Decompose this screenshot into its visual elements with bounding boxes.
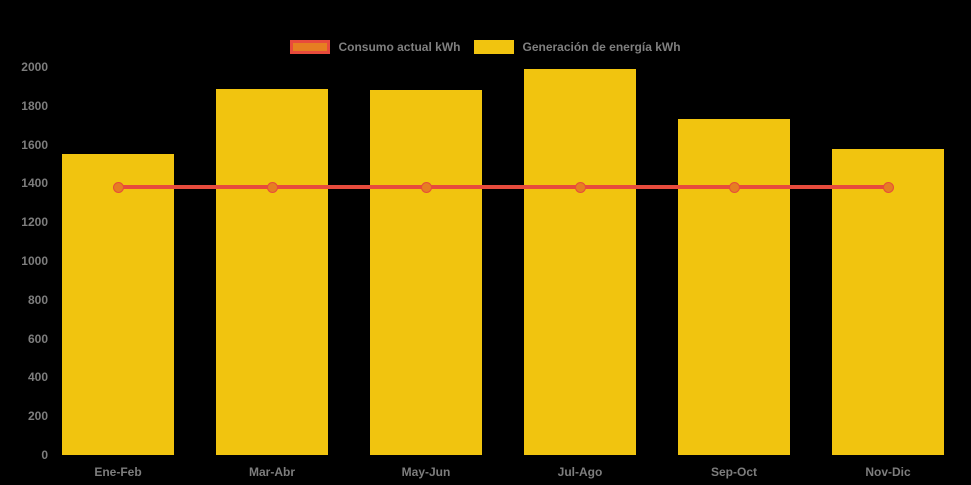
x-axis-label-Sep-Oct: Sep-Oct xyxy=(710,465,757,479)
y-axis-tick-label: 800 xyxy=(27,292,48,307)
consumo-point-Jul-Ago[interactable] xyxy=(574,181,586,193)
x-axis-label-Jul-Ago: Jul-Ago xyxy=(557,465,603,479)
bar-Sep-Oct[interactable] xyxy=(678,119,790,455)
consumo-point-Sep-Oct[interactable] xyxy=(728,181,740,193)
bar-Mar-Abr[interactable] xyxy=(216,89,328,455)
bar-May-Jun[interactable] xyxy=(370,90,482,455)
y-axis-tick-label: 200 xyxy=(27,409,48,424)
legend-label-generacion: Generación de energía kWh xyxy=(522,40,681,54)
legend-swatch-consumo-actual xyxy=(290,40,331,54)
legend-swatch-generacion xyxy=(474,40,515,54)
consumo-line xyxy=(118,185,888,190)
x-axis-label-Mar-Abr: Mar-Abr xyxy=(248,465,295,479)
bar-Ene-Feb[interactable] xyxy=(62,154,174,455)
y-axis-tick-label: 1800 xyxy=(21,98,48,113)
chart-legend: Consumo actual kWh Generación de energía… xyxy=(0,40,971,54)
y-axis-tick-label: 1400 xyxy=(21,176,48,191)
bar-Jul-Ago[interactable] xyxy=(524,68,636,455)
consumo-point-Nov-Dic[interactable] xyxy=(882,181,894,193)
consumo-point-May-Jun[interactable] xyxy=(420,181,432,193)
x-axis-label-May-Jun: May-Jun xyxy=(401,465,451,479)
x-axis-label-Ene-Feb: Ene-Feb xyxy=(94,465,142,479)
y-axis-tick-label: 1200 xyxy=(21,215,48,230)
y-axis-tick-label: 1600 xyxy=(21,137,48,152)
y-axis-tick-label: 400 xyxy=(27,370,48,385)
x-axis-label-Nov-Dic: Nov-Dic xyxy=(865,465,911,479)
legend-item-generacion[interactable]: Generación de energía kWh xyxy=(474,40,681,54)
y-axis-tick-label: 600 xyxy=(27,331,48,346)
y-axis-tick-label: 2000 xyxy=(21,60,48,74)
bar-Nov-Dic[interactable] xyxy=(832,149,944,455)
legend-item-consumo-actual[interactable]: Consumo actual kWh xyxy=(290,40,460,54)
consumo-point-Ene-Feb[interactable] xyxy=(112,181,124,193)
consumo-point-Mar-Abr[interactable] xyxy=(266,181,278,193)
legend-label-consumo-actual: Consumo actual kWh xyxy=(338,40,461,54)
y-axis-tick-label: 0 xyxy=(41,448,48,462)
y-axis-tick-label: 1000 xyxy=(21,254,48,268)
